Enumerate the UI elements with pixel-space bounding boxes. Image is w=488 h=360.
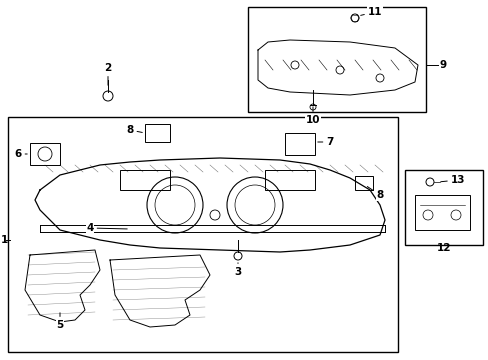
Text: 6: 6 xyxy=(14,149,27,159)
Text: 13: 13 xyxy=(440,175,464,185)
Bar xyxy=(8,117,397,352)
Text: 9: 9 xyxy=(439,60,446,70)
Text: 4: 4 xyxy=(86,223,127,233)
Bar xyxy=(285,133,314,155)
Text: 3: 3 xyxy=(234,263,241,277)
Text: 1: 1 xyxy=(0,235,8,245)
Text: 8: 8 xyxy=(366,186,383,200)
Text: 5: 5 xyxy=(56,313,63,330)
Bar xyxy=(414,195,469,230)
Text: 12: 12 xyxy=(436,243,450,253)
Text: 8: 8 xyxy=(126,125,142,135)
Bar xyxy=(145,124,170,142)
Bar xyxy=(30,143,60,165)
Text: 7: 7 xyxy=(317,137,333,147)
Bar xyxy=(120,170,170,190)
Text: 11: 11 xyxy=(360,7,382,17)
Text: 2: 2 xyxy=(104,63,111,85)
Bar xyxy=(247,7,425,112)
Bar xyxy=(404,170,482,245)
Bar xyxy=(264,170,314,190)
Text: 10: 10 xyxy=(305,107,320,125)
Bar xyxy=(354,176,372,190)
